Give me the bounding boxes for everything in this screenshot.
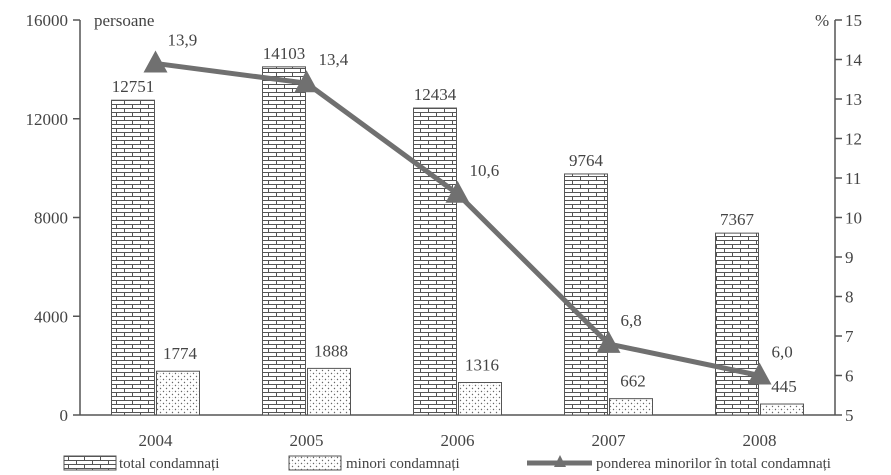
right-axis-unit: %: [815, 11, 829, 30]
ratio-marker: [596, 330, 621, 353]
right-tick-label: 13: [845, 90, 862, 109]
right-tick-label: 5: [845, 406, 854, 425]
left-axis-unit: persoane: [94, 11, 154, 30]
bar-total-label: 14103: [263, 44, 306, 63]
category-label: 2007: [592, 431, 627, 450]
legend-label-minors: minori condamnați: [346, 456, 460, 472]
right-tick-label: 15: [845, 11, 862, 30]
bars: 12751 1774 14103 1888 12434 1316 9764 662 7367 44…: [111, 44, 804, 416]
ratio-marker: [445, 180, 470, 203]
left-tick-label: 0: [60, 406, 69, 425]
category-labels: 2004 2005 2006 2007 2008: [139, 431, 777, 450]
ratio-value-label: 6,8: [621, 311, 642, 330]
right-tick-label: 6: [845, 367, 854, 386]
left-tick-label: 12000: [26, 110, 69, 129]
bar-total-label: 12434: [414, 85, 457, 104]
category-label: 2008: [743, 431, 777, 450]
right-tick-label: 10: [845, 209, 862, 228]
bar-minors-2004: [156, 370, 200, 416]
legend-item-minors: minori condamnați: [288, 455, 460, 472]
category-label: 2006: [441, 431, 475, 450]
ratio-marker: [747, 362, 772, 385]
legend-swatch-minors: [288, 455, 342, 471]
category-label: 2004: [139, 431, 174, 450]
left-axis-ticks: 0 4000 8000 12000 16000: [26, 11, 80, 425]
bar-minors-label: 1774: [163, 344, 198, 363]
bar-total-2007: [564, 173, 608, 416]
bar-minors-2008: [760, 403, 804, 416]
bar-total-label: 9764: [569, 151, 604, 170]
legend-swatch-ratio-marker: [554, 455, 566, 467]
bar-total-label: 7367: [720, 210, 755, 229]
left-tick-label: 16000: [26, 11, 69, 30]
ratio-line-series: 13,9 13,4 10,6 6,8 6,0: [143, 30, 793, 385]
ratio-value-label: 6,0: [772, 343, 793, 362]
right-axis-ticks: 5 6 7 8 9 10 11 12 13 14 15: [835, 11, 863, 425]
bar-minors-2006: [458, 382, 502, 416]
bar-total-label: 12751: [112, 77, 155, 96]
left-tick-label: 4000: [34, 307, 68, 326]
bar-total-2005: [262, 66, 306, 416]
right-tick-label: 12: [845, 130, 862, 149]
left-tick-label: 8000: [34, 209, 68, 228]
legend: total condamnați minori condamnați ponde…: [63, 455, 831, 472]
left-axis: persoane 0 4000 8000 12000 16000: [26, 11, 155, 425]
right-tick-label: 7: [845, 327, 854, 346]
bar-total-2006: [413, 107, 457, 416]
category-label: 2005: [290, 431, 324, 450]
ratio-line: [155, 60, 761, 378]
ratio-marker: [143, 50, 168, 73]
right-tick-label: 14: [845, 51, 863, 70]
bar-minors-2005: [307, 367, 351, 416]
ratio-marker: [294, 70, 319, 93]
bar-minors-label: 445: [771, 377, 797, 396]
bar-minors-2007: [609, 398, 653, 416]
right-tick-label: 9: [845, 248, 854, 267]
right-tick-label: 8: [845, 288, 854, 307]
bar-minors-label: 1888: [314, 341, 348, 360]
ratio-value-label: 10,6: [470, 161, 500, 180]
legend-label-total: total condamnați: [119, 456, 219, 472]
legend-item-ratio: ponderea minorilor în total condamnați: [527, 455, 831, 472]
bar-minors-label: 1316: [465, 356, 499, 375]
right-axis: % 5 6 7 8 9 10 11 12 13 14 15: [815, 11, 863, 425]
legend-swatch-total: [63, 455, 117, 471]
legend-label-ratio: ponderea minorilor în total condamnați: [596, 456, 831, 472]
ratio-value-label: 13,9: [168, 30, 198, 49]
bar-total-2004: [111, 99, 155, 416]
legend-item-total: total condamnați: [63, 455, 219, 472]
right-tick-label: 11: [845, 169, 861, 188]
bar-minors-label: 662: [620, 372, 646, 391]
ratio-value-label: 13,4: [319, 50, 349, 69]
bar-total-2008: [715, 232, 759, 416]
